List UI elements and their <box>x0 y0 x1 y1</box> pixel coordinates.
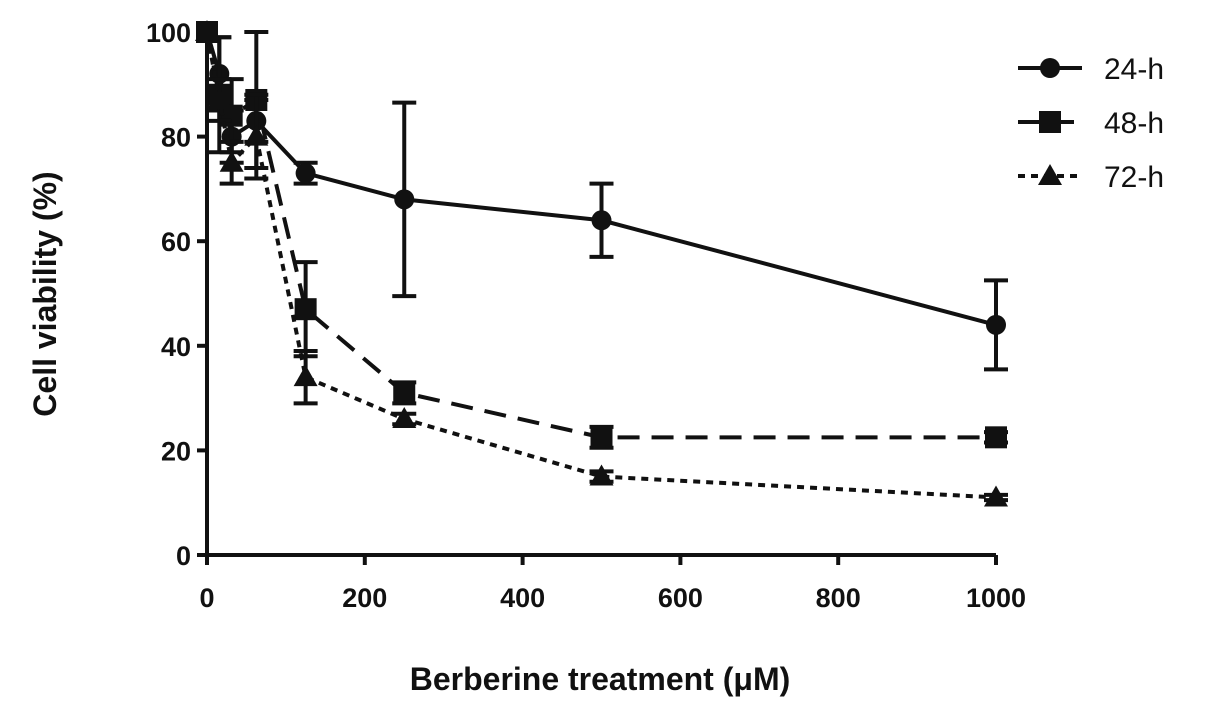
data-point <box>294 298 317 321</box>
plot-series <box>195 20 1008 507</box>
legend-label: 72-h <box>1104 161 1164 194</box>
y-axis-title: Cell viability (%) <box>27 171 63 416</box>
series-line <box>205 31 997 500</box>
x-tick-label: 600 <box>658 583 703 613</box>
data-point <box>244 124 269 146</box>
x-axis-title: Berberine treatment (μM) <box>410 661 791 697</box>
data-point <box>295 163 316 184</box>
y-tick-label: 40 <box>161 332 191 362</box>
y-tick-label: 60 <box>161 227 191 257</box>
x-tick-label: 0 <box>199 583 214 613</box>
legend-item-48-h: 48-h <box>1018 107 1164 140</box>
legend-marker <box>1039 111 1061 133</box>
series-24-h <box>197 22 1008 372</box>
y-tick-label: 80 <box>161 123 191 153</box>
legend-label: 48-h <box>1104 107 1164 140</box>
data-point <box>293 365 318 387</box>
data-point <box>195 20 219 41</box>
x-tick-label: 200 <box>342 583 387 613</box>
series-line <box>205 31 997 327</box>
data-point <box>393 381 416 404</box>
data-point <box>984 485 1008 507</box>
x-tick-label: 400 <box>500 583 545 613</box>
x-tick-label: 800 <box>816 583 861 613</box>
legend-item-24-h: 24-h <box>1018 53 1164 86</box>
y-tick-label: 0 <box>176 541 191 571</box>
data-point <box>591 210 612 231</box>
data-point <box>986 314 1006 335</box>
x-tick-label: 1000 <box>966 583 1026 613</box>
y-tick-label: 20 <box>161 436 191 466</box>
legend-marker <box>1040 58 1060 78</box>
data-point <box>207 87 232 109</box>
legend-item-72-h: 72-h <box>1018 161 1164 194</box>
legend-label: 24-h <box>1104 53 1164 86</box>
data-point <box>590 426 613 449</box>
data-point <box>392 407 417 429</box>
legend-marker <box>1038 164 1062 185</box>
axes: Cell viability (%) Berberine treatment (… <box>27 18 1026 697</box>
data-point <box>985 426 1007 449</box>
y-tick-label: 100 <box>146 18 191 48</box>
legend: 24-h 48-h 72-h <box>1018 53 1164 194</box>
data-point <box>589 464 614 486</box>
data-point <box>219 150 244 172</box>
data-point <box>394 189 415 210</box>
series-72-h <box>195 20 1008 507</box>
